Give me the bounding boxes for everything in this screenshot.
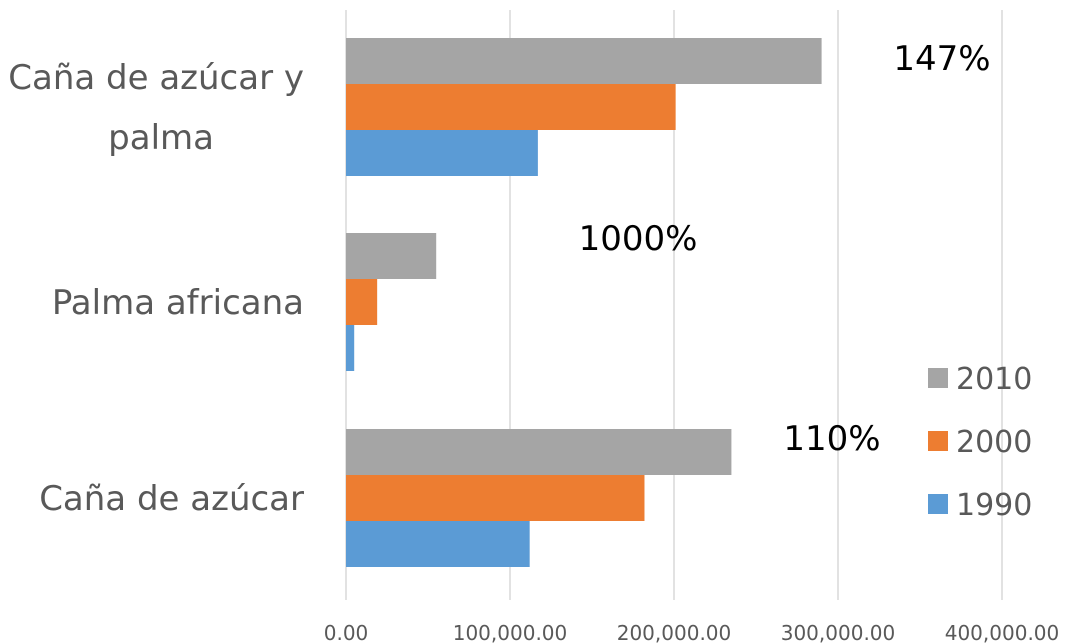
annotations: 147% 1000% 110%	[579, 39, 991, 459]
bar-palma-africana-1990	[346, 325, 355, 371]
x-tick-label: 300,000.00	[781, 621, 896, 643]
category-label-palma-africana: Palma africana	[52, 283, 304, 323]
x-tick-label: 0.00	[324, 621, 369, 643]
annotation-cana-de-azucar-y-palma: 147%	[893, 39, 990, 79]
bar-cana-de-azucar-2010	[346, 429, 732, 475]
legend-label: 2010	[956, 362, 1032, 397]
legend-item-2010[interactable]: 2010	[928, 362, 1032, 397]
annotation-palma-africana: 1000%	[579, 219, 698, 259]
legend-swatch	[928, 494, 948, 514]
x-tick-label: 400,000.00	[945, 621, 1060, 643]
category-label-cana-de-azucar-y-palma: Caña de azúcar y palma	[8, 58, 304, 158]
bars	[346, 38, 822, 567]
bar-cana-de-azucar-1990	[346, 521, 530, 567]
bar-cana-de-azucar-2000	[346, 475, 645, 521]
x-tick-label: 200,000.00	[617, 621, 732, 643]
x-tick-labels: 0.00 100,000.00 200,000.00 300,000.00 400,00…	[324, 621, 1060, 643]
legend-label: 2000	[956, 425, 1032, 460]
legend: 2010 2000 1990	[928, 362, 1032, 523]
x-tick-label: 100,000.00	[453, 621, 568, 643]
bar-cana-de-azucar-y-palma-1990	[346, 130, 538, 176]
bar-cana-de-azucar-y-palma-2010	[346, 38, 822, 84]
bar-cana-de-azucar-y-palma-2000	[346, 84, 676, 130]
legend-item-2000[interactable]: 2000	[928, 425, 1032, 460]
legend-label: 1990	[956, 488, 1032, 523]
legend-item-1990[interactable]: 1990	[928, 488, 1032, 523]
annotation-cana-de-azucar: 110%	[783, 419, 880, 459]
bar-palma-africana-2000	[346, 279, 378, 325]
bar-palma-africana-2010	[346, 233, 437, 279]
legend-swatch	[928, 368, 948, 388]
legend-swatch	[928, 431, 948, 451]
category-label-cana-de-azucar: Caña de azúcar	[39, 479, 304, 519]
category-labels: Caña de azúcar Palma africana Caña de azúc…	[8, 58, 304, 519]
